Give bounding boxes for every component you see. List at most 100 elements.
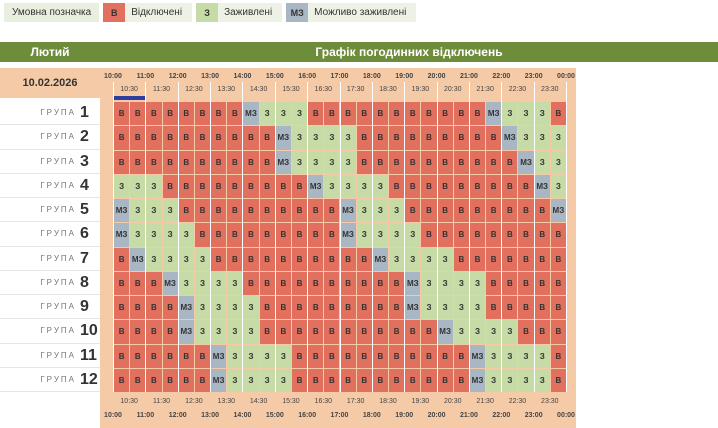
half-hour-label: 16:30: [314, 86, 333, 93]
cell: З: [518, 368, 534, 392]
hour-label: 00:00: [557, 73, 575, 80]
half-hour-label: 14:30: [249, 86, 268, 93]
hour-line: [177, 82, 179, 392]
row-border: [0, 319, 100, 344]
cell: МЗ: [275, 150, 291, 174]
cell: В: [146, 344, 162, 368]
row-border: [0, 222, 100, 247]
cell: З: [227, 344, 243, 368]
row-border: [0, 247, 100, 271]
cell: В: [453, 150, 469, 174]
cell: В: [227, 223, 243, 247]
half-hour-label: 17:30: [346, 398, 365, 405]
cell: В: [389, 344, 405, 368]
cell: З: [437, 247, 453, 271]
cell: В: [162, 174, 178, 198]
cell: В: [469, 150, 486, 174]
cell: З: [421, 271, 437, 295]
cell: В: [130, 150, 146, 174]
cell: З: [178, 247, 194, 271]
cell: МЗ: [469, 344, 486, 368]
cell: З: [550, 174, 566, 198]
cell: В: [550, 344, 566, 368]
cell: З: [162, 223, 178, 247]
cell: В: [502, 271, 518, 295]
cell: В: [194, 126, 211, 150]
half-hour-label: 23:30: [541, 398, 559, 405]
cell: В: [227, 174, 243, 198]
legend-label: Можливо заживлені: [314, 7, 407, 18]
cell: В: [324, 296, 340, 320]
legend-code: З: [196, 3, 219, 22]
half-hour-label: 14:30: [249, 398, 268, 405]
cell: В: [437, 199, 453, 223]
cell: З: [405, 247, 421, 271]
group-number: 8: [80, 273, 89, 291]
cell: В: [130, 368, 146, 392]
cell: В: [291, 271, 308, 295]
cell: В: [389, 296, 405, 320]
cell: В: [356, 344, 372, 368]
cell: В: [340, 247, 356, 271]
cell: В: [405, 199, 421, 223]
cell: В: [534, 199, 550, 223]
cell: В: [469, 126, 486, 150]
cell: В: [356, 296, 372, 320]
hour-label: 11:00: [136, 73, 155, 80]
hour-line: [566, 82, 567, 392]
hour-label: 15:00: [265, 412, 284, 419]
cell: В: [453, 199, 469, 223]
cell: В: [114, 247, 130, 271]
cell: В: [275, 223, 291, 247]
month: Лютий: [30, 45, 70, 59]
hour-line: [501, 82, 503, 392]
cell: В: [259, 174, 275, 198]
cell: З: [259, 344, 275, 368]
hour-label: 19:00: [395, 412, 414, 419]
cell: В: [437, 102, 453, 126]
cell: З: [340, 174, 356, 198]
half-hour-label: 20:30: [443, 86, 462, 93]
cell: В: [405, 102, 421, 126]
cell: В: [405, 344, 421, 368]
half-hour-label: 22:30: [508, 86, 527, 93]
cell: З: [469, 271, 486, 295]
cell: В: [437, 126, 453, 150]
hour-label: 18:00: [362, 412, 381, 419]
hour-label: 20:00: [427, 73, 446, 80]
cell: В: [340, 320, 356, 344]
hour-line: [274, 82, 276, 392]
half-hour-label: 19:30: [411, 86, 430, 93]
cell: В: [259, 271, 275, 295]
cell: В: [502, 199, 518, 223]
cell: В: [356, 320, 372, 344]
half-hour-label: 18:30: [379, 398, 397, 405]
hour-label: 19:00: [395, 73, 414, 80]
cell: В: [421, 150, 437, 174]
cell: В: [550, 247, 566, 271]
cell: З: [356, 223, 372, 247]
cell: В: [324, 344, 340, 368]
cell: В: [162, 368, 178, 392]
cell: В: [340, 344, 356, 368]
cell: В: [405, 368, 421, 392]
hour-label: 10:00: [104, 73, 122, 80]
cell: З: [243, 320, 259, 344]
half-hour-label: 11:30: [153, 86, 171, 93]
row-border: [0, 295, 100, 320]
cell: В: [405, 320, 421, 344]
cell: В: [550, 368, 566, 392]
hour-label: 18:00: [362, 73, 381, 80]
cell: В: [291, 320, 308, 344]
cell: В: [308, 344, 324, 368]
cell: З: [130, 174, 146, 198]
cell: В: [469, 223, 486, 247]
cell: В: [130, 320, 146, 344]
cell: В: [211, 150, 227, 174]
cell: В: [114, 126, 130, 150]
cell: В: [308, 320, 324, 344]
cell: В: [550, 320, 566, 344]
cell: З: [194, 271, 211, 295]
cell: МЗ: [372, 247, 389, 271]
cell: З: [146, 247, 162, 271]
